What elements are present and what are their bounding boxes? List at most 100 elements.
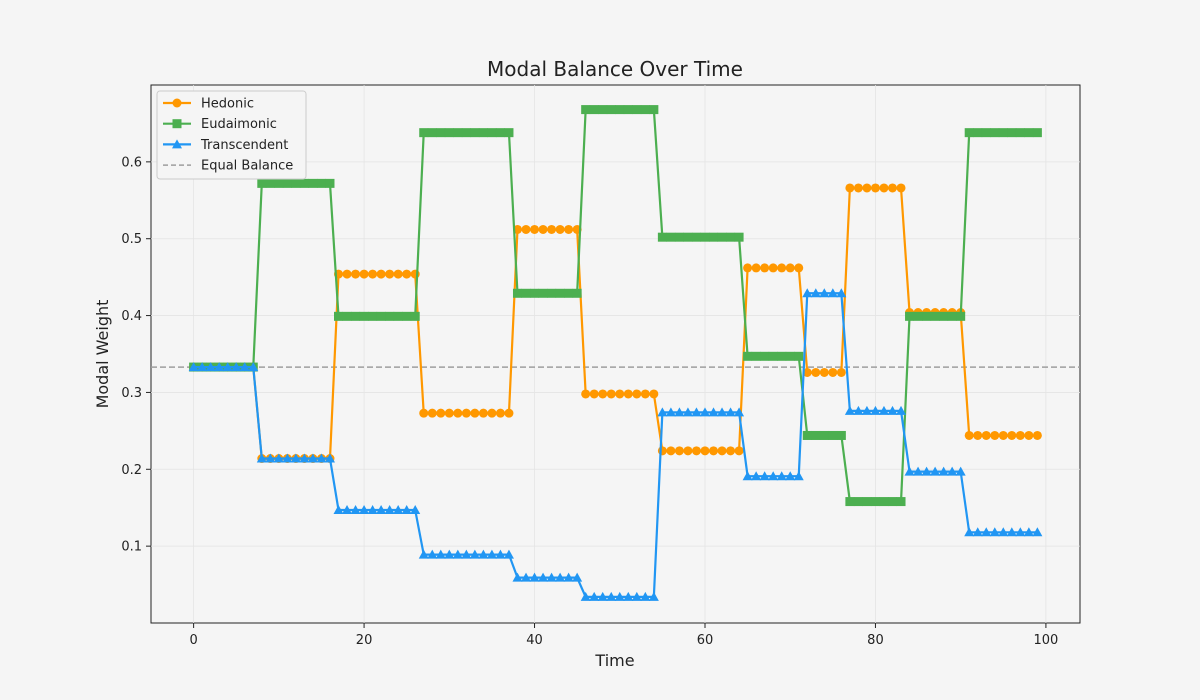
hedonic-point (700, 446, 710, 456)
legend-marker-hedonic (172, 98, 182, 108)
transcendent-point (878, 405, 889, 415)
transcendent-point (427, 549, 438, 559)
transcendent-point (870, 405, 881, 415)
hedonic-point (589, 389, 599, 399)
grid-lines (151, 85, 1080, 623)
eudaimonic-point (802, 430, 812, 440)
hedonic-point (828, 367, 838, 377)
transcendent-point (444, 549, 455, 559)
hedonic-point (836, 367, 846, 377)
transcendent-point (248, 362, 259, 372)
hedonic-point (870, 183, 880, 193)
hedonic-point (444, 408, 454, 418)
transcendent-point (904, 466, 915, 476)
transcendent-point (699, 407, 710, 417)
eudaimonic-point (657, 232, 667, 242)
transcendent-point (401, 505, 412, 515)
hedonic-point (564, 224, 574, 234)
transcendent-point (793, 471, 804, 481)
hedonic-point (802, 367, 812, 377)
transcendent-point (844, 405, 855, 415)
legend: Hedonic Eudaimonic Transcendent Equal Balan… (156, 90, 307, 180)
transcendent-point (376, 505, 387, 515)
hedonic-point (470, 408, 480, 418)
hedonic-point (623, 389, 633, 399)
y-tick-label: 0.4 (121, 309, 142, 324)
transcendent-point (546, 572, 557, 582)
eudaimonic-point (376, 311, 386, 321)
eudaimonic-point (973, 128, 983, 138)
transcendent-point (819, 288, 830, 298)
eudaimonic-point (325, 178, 335, 188)
transcendent-point (265, 453, 276, 463)
hedonic-point (981, 430, 991, 440)
eudaimonic-point (853, 497, 863, 507)
hedonic-point (845, 183, 855, 193)
transcendent-point (486, 549, 497, 559)
eudaimonic-point (981, 128, 991, 138)
eudaimonic-point (862, 497, 872, 507)
transcendent-point (188, 362, 199, 372)
eudaimonic-point (504, 128, 514, 138)
hedonic-point (632, 389, 642, 399)
eudaimonic-point (308, 178, 318, 188)
eudaimonic-point (691, 232, 701, 242)
eudaimonic-point (530, 288, 540, 298)
eudaimonic-point (427, 128, 437, 138)
eudaimonic-point (385, 311, 395, 321)
transcendent-point (964, 527, 975, 537)
eudaimonic-point (760, 351, 770, 361)
transcendent-point (623, 591, 634, 601)
eudaimonic-point (905, 311, 915, 321)
transcendent-point (580, 591, 591, 601)
eudaimonic-point (547, 288, 557, 298)
eudaimonic-point (368, 311, 378, 321)
hedonic-point (547, 224, 557, 234)
transcendent-point (725, 407, 736, 417)
transcendent-point (324, 453, 335, 463)
hedonic-point (487, 408, 497, 418)
legend-label-transcendent: Transcendent (200, 138, 288, 153)
transcendent-point (768, 471, 779, 481)
hedonic-point (879, 183, 889, 193)
eudaimonic-point (359, 311, 369, 321)
x-axis-label: Time (594, 651, 634, 670)
eudaimonic-point (512, 288, 522, 298)
transcendent-point (231, 362, 242, 372)
eudaimonic-point (470, 128, 480, 138)
transcendent-point (657, 407, 668, 417)
hedonic-point (385, 269, 395, 279)
transcendent-point (947, 466, 958, 476)
eudaimonic-point (564, 288, 574, 298)
transcendent-point (802, 288, 813, 298)
transcendent-point (503, 549, 514, 559)
hedonic-point (453, 408, 463, 418)
y-tick-label: 0.2 (121, 463, 142, 478)
eudaimonic-point (461, 128, 471, 138)
transcendent-point (776, 471, 787, 481)
transcendent-point (921, 466, 932, 476)
hedonic-point (1032, 430, 1042, 440)
hedonic-point (555, 224, 565, 234)
hedonic-point (1007, 430, 1017, 440)
hedonic-point (887, 183, 897, 193)
eudaimonic-point (811, 430, 821, 440)
transcendent-point (478, 549, 489, 559)
series-group (188, 105, 1043, 601)
eudaimonic-point (598, 105, 608, 115)
eudaimonic-point (453, 128, 463, 138)
hedonic-point (402, 269, 412, 279)
eudaimonic-point (299, 178, 309, 188)
eudaimonic-point (913, 311, 923, 321)
eudaimonic-point (700, 232, 710, 242)
legend-label-equal-balance: Equal Balance (201, 159, 293, 174)
hedonic-point (683, 446, 693, 456)
transcendent-point (981, 527, 992, 537)
hedonic-point (351, 269, 361, 279)
transcendent-point (614, 591, 625, 601)
eudaimonic-point (743, 351, 753, 361)
eudaimonic-point (751, 351, 761, 361)
hedonic-point (461, 408, 471, 418)
transcendent-point (512, 572, 523, 582)
